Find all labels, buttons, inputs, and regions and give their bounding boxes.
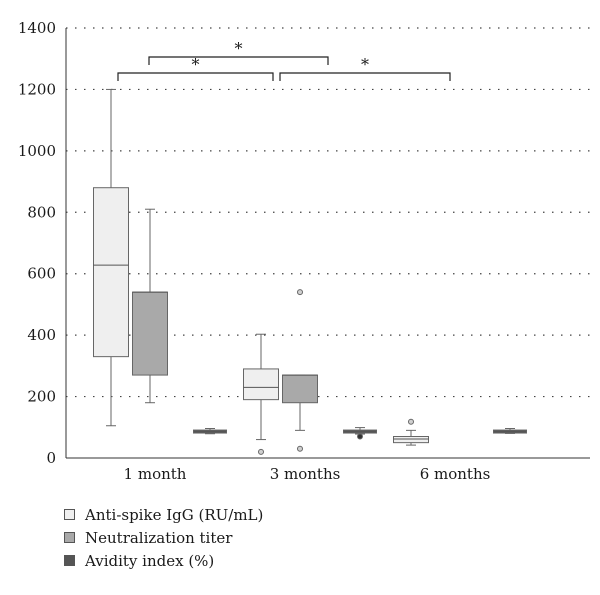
legend-label-avidity: Avidity index (%) — [85, 551, 215, 570]
outlier-point — [258, 448, 264, 455]
y-tick-label: 1400 — [18, 19, 56, 37]
significance-star: * — [192, 55, 200, 74]
legend-item-igg: Anti-spike IgG (RU/mL) — [64, 503, 263, 526]
y-tick-label: 0 — [46, 449, 56, 467]
legend-label-igg: Anti-spike IgG (RU/mL) — [85, 505, 264, 524]
x-tick-label: 3 months — [270, 465, 341, 483]
outlier-point — [297, 289, 303, 296]
box — [193, 429, 227, 434]
outlier-point — [408, 418, 414, 425]
legend: Anti-spike IgG (RU/mL) Neutralization ti… — [64, 503, 263, 572]
y-tick-label: 600 — [27, 265, 56, 283]
significance-star: * — [235, 39, 243, 58]
y-tick-label: 1000 — [18, 142, 56, 160]
significance-bracket — [117, 72, 274, 81]
legend-swatch-igg — [64, 509, 75, 520]
legend-item-neutralization: Neutralization titer — [64, 526, 263, 549]
box — [393, 436, 429, 444]
outlier-point — [297, 445, 303, 452]
box — [93, 187, 129, 358]
box-plot-chart: 0 200 400 600 800 1000 1200 1400 1 month 3 months… — [18, 19, 590, 483]
legend-item-avidity: Avidity index (%) — [64, 549, 263, 572]
box — [243, 368, 279, 401]
significance-star: * — [361, 55, 369, 74]
y-tick-label: 200 — [27, 388, 56, 406]
legend-swatch-neutralization — [64, 532, 75, 543]
y-tick-label: 1200 — [18, 80, 56, 98]
significance-bracket — [148, 56, 329, 65]
x-tick-label: 6 months — [420, 465, 491, 483]
outlier-point — [357, 433, 363, 440]
box — [282, 374, 318, 404]
y-tick-label: 400 — [27, 326, 56, 344]
box — [132, 291, 168, 376]
box — [493, 429, 527, 434]
legend-label-neutralization: Neutralization titer — [85, 528, 233, 547]
significance-bracket — [279, 72, 451, 81]
legend-swatch-avidity — [64, 555, 75, 566]
x-tick-label: 1 month — [124, 465, 187, 483]
y-tick-label: 800 — [27, 203, 56, 221]
box — [343, 429, 377, 434]
